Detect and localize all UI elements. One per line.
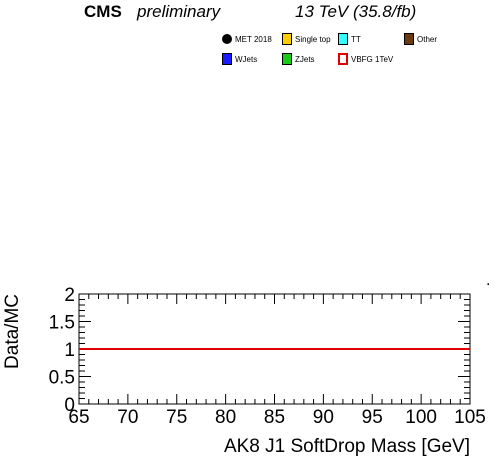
y-axis-title: Data/MC xyxy=(2,294,23,369)
legend-entry-singletop: Single top xyxy=(282,30,331,48)
y-tick-label: 0 xyxy=(64,395,75,416)
y-tick-label: 0.5 xyxy=(49,368,75,389)
legend-label-singletop: Single top xyxy=(295,34,331,44)
x-tick-label: 90 xyxy=(313,407,334,428)
legend-label-tt: TT xyxy=(351,34,361,44)
status-label: preliminary xyxy=(137,2,221,21)
header: CMS preliminary 13 TeV (35.8/fb) xyxy=(0,0,496,26)
y-tick-label: 2 xyxy=(64,285,75,306)
energy-lumi-label: 13 TeV (35.8/fb) xyxy=(295,2,417,21)
legend-marker-singletop xyxy=(282,33,292,45)
legend-marker-vbfg xyxy=(338,53,348,65)
legend-label-wjets: WJets xyxy=(235,54,258,64)
y-ticks xyxy=(79,293,470,405)
legend-entry-tt: TT xyxy=(338,30,361,48)
legend-entry-met: MET 2018 xyxy=(222,30,272,48)
experiment-label: CMS xyxy=(84,2,122,21)
legend-entry-wjets: WJets xyxy=(222,50,257,68)
legend: MET 2018 Single top TT Other WJets ZJets… xyxy=(220,28,480,70)
legend-label-zjets: ZJets xyxy=(295,54,315,64)
legend-label-other: Other xyxy=(417,34,438,44)
legend-marker-other xyxy=(404,33,414,45)
y-tick-label: 1 xyxy=(64,340,75,361)
legend-marker-wjets xyxy=(222,53,232,65)
x-tick-label: 95 xyxy=(362,407,383,428)
legend-marker-met xyxy=(222,34,232,44)
legend-entry-vbfg: VBFG 1TeV xyxy=(338,50,393,68)
legend-label-met: MET 2018 xyxy=(235,34,272,44)
x-axis-title: AK8 J1 SoftDrop Mass [GeV] xyxy=(224,436,470,457)
x-tick-label: 70 xyxy=(117,407,138,428)
legend-entry-zjets: ZJets xyxy=(282,50,315,68)
legend-label-vbfg: VBFG 1TeV xyxy=(351,54,394,64)
y-tick-labels: 0 0.5 1 1.5 2 xyxy=(49,285,75,416)
upper-panel-stray-mark: . xyxy=(486,272,490,289)
x-tick-label: 105 xyxy=(454,407,486,428)
legend-marker-tt xyxy=(338,33,348,45)
x-tick-label: 65 xyxy=(68,407,89,428)
x-tick-label: 100 xyxy=(405,407,437,428)
x-tick-label: 80 xyxy=(215,407,236,428)
x-tick-label: 75 xyxy=(166,407,187,428)
x-tick-label: 85 xyxy=(264,407,285,428)
x-tick-labels: 65 70 75 80 85 90 95 100 105 xyxy=(68,407,485,428)
y-tick-label: 1.5 xyxy=(49,313,75,334)
x-ticks xyxy=(78,294,471,404)
legend-entry-other: Other xyxy=(404,30,437,48)
legend-marker-zjets xyxy=(282,53,292,65)
